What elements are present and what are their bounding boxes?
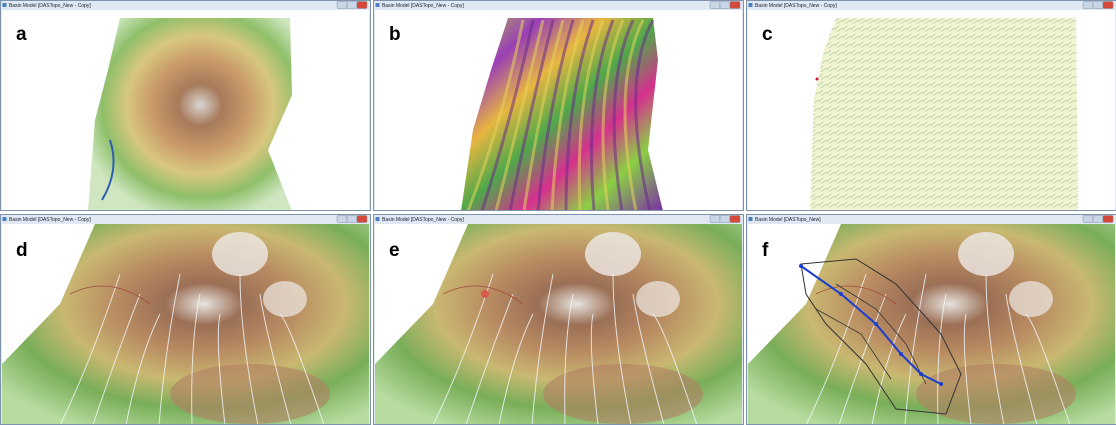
app-icon	[376, 3, 380, 7]
close-button	[357, 216, 367, 223]
minimize-button	[337, 216, 347, 223]
junction	[899, 352, 903, 356]
window: Basin Model [DASTopo_New - Copy] a	[1, 1, 371, 212]
window: Basin Model [DASTopo_New]f	[747, 215, 1116, 425]
junction	[939, 382, 943, 386]
maximize-button	[720, 216, 730, 223]
minimize-button	[1083, 216, 1093, 223]
junction	[919, 372, 923, 376]
junction	[839, 292, 843, 296]
maximize-button	[1093, 2, 1103, 9]
mountain	[585, 232, 641, 276]
app-icon	[376, 217, 380, 221]
mountain	[958, 232, 1014, 276]
map-view	[375, 10, 742, 211]
junction	[874, 322, 878, 326]
minimize-button	[1083, 2, 1093, 9]
map-view	[2, 10, 369, 211]
window: Basin Model [DASTopo_New - Copy] c	[747, 1, 1116, 212]
window: Basin Model [DASTopo_New - Copy] b	[374, 1, 744, 212]
window-title: Basin Model [DASTopo_New - Copy]	[9, 3, 91, 9]
app-icon	[749, 3, 753, 7]
minimize-button	[710, 216, 720, 223]
panel-label: b	[389, 24, 401, 45]
screenshot: Basin Model [DASTopo_New - Copy]aBasin M…	[0, 0, 1116, 425]
map-view	[2, 224, 369, 425]
close-button	[1103, 216, 1113, 223]
window-title: Basin Model [DASTopo_New - Copy]	[9, 217, 91, 223]
maximize-button	[347, 216, 357, 223]
junction	[799, 264, 803, 268]
panel-label: a	[16, 24, 27, 45]
close-button	[730, 216, 740, 223]
app-icon	[3, 217, 7, 221]
app-icon	[3, 3, 7, 7]
panel-label: c	[762, 24, 773, 45]
minimize-button	[337, 2, 347, 9]
mountain	[636, 281, 680, 317]
window-title: Basin Model [DASTopo_New - Copy]	[382, 217, 464, 223]
mountain	[1009, 281, 1053, 317]
app-icon	[749, 217, 753, 221]
maximize-button	[720, 2, 730, 9]
panel-label: f	[762, 240, 769, 261]
map-view	[748, 10, 1115, 211]
maximize-button	[1093, 216, 1103, 223]
flow-raster	[810, 18, 1078, 211]
window-title: Basin Model [DASTopo_New]	[755, 217, 821, 223]
close-button	[357, 2, 367, 9]
maximize-button	[347, 2, 357, 9]
panel-label: d	[16, 240, 28, 261]
panel-label: e	[389, 240, 400, 261]
outlet-point	[481, 290, 489, 298]
mountain	[263, 281, 307, 317]
window-title: Basin Model [DASTopo_New - Copy]	[382, 3, 464, 9]
map-view	[748, 224, 1115, 425]
window: Basin Model [DASTopo_New - Copy] d	[1, 215, 371, 425]
mountain	[212, 232, 268, 276]
window-title: Basin Model [DASTopo_New - Copy]	[755, 3, 837, 9]
close-button	[730, 2, 740, 9]
map-view	[375, 224, 742, 425]
outlet-point	[816, 78, 819, 81]
window: Basin Model [DASTopo_New - Copy] e	[374, 215, 744, 425]
terrain-raster	[88, 18, 292, 211]
minimize-button	[710, 2, 720, 9]
close-button	[1103, 2, 1113, 9]
